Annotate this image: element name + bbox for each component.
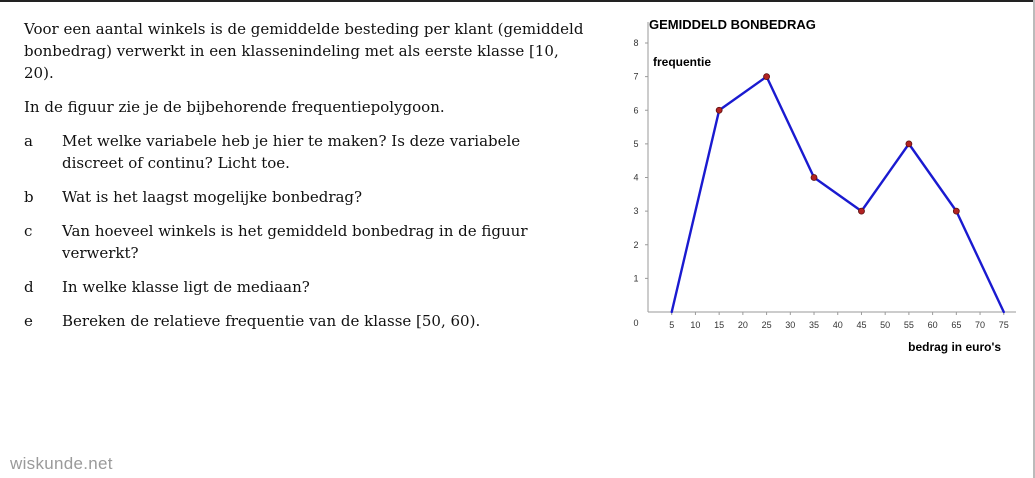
polygon-segment [717,75,768,112]
question-letter: b [24,188,34,206]
data-point [952,207,960,215]
question-letter: d [24,278,34,296]
wiskunde-logo: wiskunde.net [10,454,113,473]
polygon-segment [955,209,1005,314]
question-text: Met welke variabele heb je hier te maken… [62,132,521,172]
question-text: Bereken de relatieve frequentie van de k… [62,312,481,330]
question-letter: e [24,312,33,330]
polygon-segment [812,176,863,213]
x-tick-label: 35 [809,320,819,330]
intro-paragraph: Voor een aantal winkels is de gemiddelde… [24,20,584,82]
question-text: Wat is het laagst mogelijke bonbedrag? [62,188,363,206]
y-tick-label: 7 [633,72,638,82]
frequency-polygon-chart: GEMIDDELD BONBEDRAG frequentie bedrag in e… [625,12,1030,362]
data-point [810,174,818,181]
polygon-segment [907,142,958,213]
question-text: In welke klasse ligt de mediaan? [62,278,310,296]
y-tick-label: 3 [633,206,638,216]
question-letter: c [24,222,33,240]
x-tick-label: 60 [928,320,938,330]
x-tick-label: 45 [856,320,866,330]
y-tick-label: 1 [633,273,638,283]
x-tick-label: 75 [999,320,1009,330]
question-item: a Met welke variabele heb je hier te make… [24,130,584,174]
x-tick-label: 10 [690,320,700,330]
x-tick-label: 5 [669,320,674,330]
data-point [905,140,913,148]
y-tick-label: 4 [633,173,638,183]
question-item: c Van hoeveel winkels is het gemiddeld bo… [24,220,584,264]
x-tick-label: 25 [762,320,772,330]
y-tick-label: 2 [633,240,638,250]
question-item: e Bereken de relatieve frequentie van de … [24,310,584,332]
y-tick-label: 5 [633,139,638,149]
y-tick-label: 6 [633,105,638,115]
y-axis-label: frequentie [653,55,711,69]
top-border [0,0,1035,2]
question-item: d In welke klasse ligt de mediaan? [24,276,584,298]
chart-title: GEMIDDELD BONBEDRAG [649,17,816,32]
polygon-segment [765,75,816,179]
question-letter: a [24,132,33,150]
x-tick-label: 40 [833,320,843,330]
origin-tick-label: 0 [633,318,638,328]
x-tick-label: 30 [785,320,795,330]
polygon-segment [860,142,911,213]
x-tick-label: 55 [904,320,914,330]
x-tick-label: 50 [880,320,890,330]
right-border [1033,0,1035,478]
question-list: a Met welke variabele heb je hier te make… [24,130,584,332]
x-tick-label: 65 [951,320,961,330]
polygon-segment [670,109,721,314]
y-tick-label: 8 [633,38,638,48]
x-tick-label: 20 [738,320,748,330]
question-item: b Wat is het laagst mogelijke bonbedrag? [24,186,584,208]
chart-svg: GEMIDDELD BONBEDRAG frequentie bedrag in e… [633,17,1016,354]
exercise-text: Voor een aantal winkels is de gemiddelde… [24,18,584,344]
x-tick-label: 15 [714,320,724,330]
data-point [858,207,865,215]
x-tick-label: 70 [975,320,985,330]
figure-paragraph: In de figuur zie je de bijbehorende freq… [24,98,445,116]
question-text: Van hoeveel winkels is het gemiddeld bon… [62,222,528,262]
data-point [715,106,723,114]
data-point [763,73,770,81]
x-axis-label: bedrag in euro's [908,340,1001,354]
